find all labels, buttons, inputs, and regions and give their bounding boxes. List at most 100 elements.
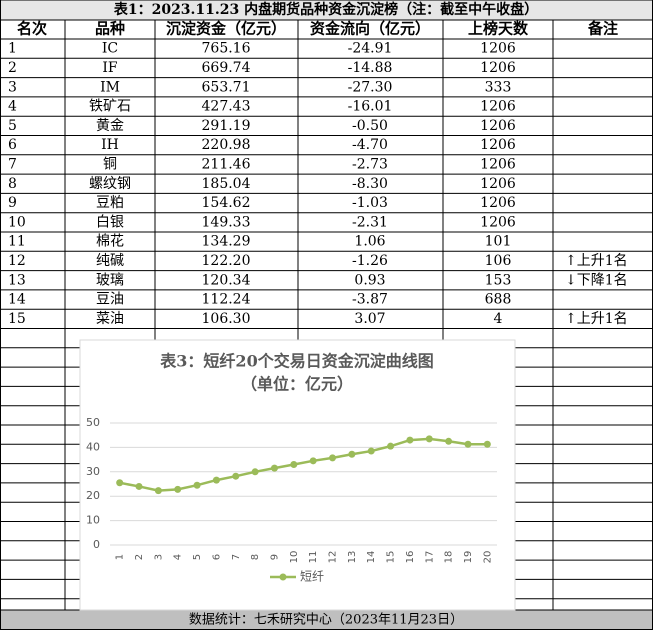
table-cell: 棉花 [96, 233, 124, 250]
y-tick-label: 10 [86, 514, 100, 527]
x-tick-label: 7 [231, 554, 242, 560]
table-cell: 15 [8, 311, 26, 327]
y-tick-label: 30 [86, 465, 100, 478]
table-cell: 铜 [103, 156, 117, 172]
table-cell: IH [101, 137, 119, 153]
y-tick-label: 0 [93, 538, 100, 551]
table-cell: 427.43 [202, 99, 251, 115]
table-cell: 120.34 [202, 272, 251, 288]
table-cell: 765.16 [202, 41, 251, 57]
legend-marker [279, 573, 287, 581]
table-cell: 3 [8, 79, 17, 95]
title-bg [0, 0, 653, 20]
x-tick-label: 11 [308, 551, 319, 564]
point [174, 485, 182, 493]
point [483, 440, 491, 448]
table-cell: 白银 [96, 214, 124, 230]
point [425, 435, 433, 443]
x-tick-label: 20 [482, 551, 493, 564]
table-cell: IM [100, 79, 120, 95]
x-tick-label: 17 [424, 551, 435, 564]
table-cell: 688 [485, 292, 512, 308]
column-header: 资金流向（亿元） [310, 20, 430, 38]
footer: 数据统计：七禾研究中心（2023年11月23日） [189, 613, 463, 628]
table-cell: 1206 [480, 60, 516, 76]
table-cell: 106 [485, 253, 512, 269]
chart-title: 表3：短纤20个交易日资金沉淀曲线图 [159, 352, 433, 371]
table-cell: IF [102, 60, 118, 76]
point [348, 450, 356, 458]
chart-subtitle: （单位：亿元） [241, 375, 353, 394]
table-cell: 154.62 [202, 195, 251, 211]
x-tick-label: 8 [250, 554, 261, 560]
footer-bg [0, 610, 653, 630]
point [329, 454, 337, 462]
x-tick-label: 16 [405, 551, 416, 564]
table-cell: 106.30 [202, 311, 251, 327]
x-tick-label: 2 [134, 554, 145, 560]
column-header: 名次 [17, 20, 47, 38]
table-cell: 5 [8, 118, 17, 134]
column-header: 备注 [587, 20, 618, 38]
x-tick-label: 6 [211, 554, 222, 560]
table-cell: 101 [485, 234, 512, 250]
x-tick-label: 5 [192, 554, 203, 560]
table-cell: 3.07 [354, 311, 385, 327]
table-cell: 4 [8, 99, 17, 115]
table-cell: -4.70 [352, 137, 388, 153]
point [445, 437, 453, 445]
x-tick-label: 14 [366, 551, 377, 564]
table-cell: -14.88 [348, 60, 393, 76]
point [464, 440, 472, 448]
table-cell: -27.30 [348, 79, 393, 95]
point [367, 447, 375, 455]
table-cell: 149.33 [202, 214, 251, 230]
point [193, 481, 201, 489]
column-header: 沉淀资金（亿元） [166, 20, 286, 38]
table-cell: 185.04 [202, 176, 251, 192]
table-cell: 134.29 [202, 234, 251, 250]
table-cell: 653.71 [202, 79, 251, 95]
table-cell: 112.24 [202, 292, 251, 308]
x-tick-label: 19 [463, 551, 474, 564]
point [154, 487, 162, 495]
table-cell: 1206 [480, 137, 516, 153]
y-tick-label: 40 [86, 440, 100, 453]
point [212, 476, 220, 484]
table-cell: 玻璃 [96, 271, 124, 288]
table-cell: 2 [8, 60, 17, 76]
table-cell: -2.31 [352, 214, 388, 230]
table-cell: IC [102, 41, 118, 57]
x-tick-label: 18 [444, 551, 455, 564]
table-cell: 1206 [480, 176, 516, 192]
table-cell: 220.98 [202, 137, 251, 153]
table-cell: 333 [485, 79, 512, 95]
table-cell: 1206 [480, 195, 516, 211]
table-cell: 纯碱 [96, 253, 124, 269]
table-cell: 1206 [480, 41, 516, 57]
point [232, 472, 240, 480]
table-cell: 1206 [480, 118, 516, 134]
note-cell: ↓下降1名 [565, 272, 628, 288]
table-cells: 名次 品种 沉淀资金（亿元） 资金流向（亿元） 上榜天数 备注 1 IC 765.16 -24.9… [8, 20, 628, 327]
table-cell: 12 [8, 253, 26, 269]
point [290, 460, 298, 468]
note-cell: ↑上升1名 [565, 311, 628, 327]
table-cell: 螺纹钢 [89, 176, 131, 192]
table-cell: -0.50 [352, 118, 388, 134]
point [406, 436, 414, 444]
table-cell: 14 [8, 292, 26, 308]
table-cell: 153 [485, 272, 512, 288]
table-cell: 铁矿石 [89, 99, 131, 115]
y-tick-label: 50 [86, 416, 100, 429]
x-tick-label: 3 [153, 554, 164, 560]
table-cell: 1206 [480, 99, 516, 115]
table-cell: 122.20 [202, 253, 251, 269]
table-cell: 211.46 [202, 156, 251, 172]
table-cell: -16.01 [348, 99, 393, 115]
table-cell: 1 [8, 41, 17, 57]
table-cell: -2.73 [352, 156, 388, 172]
x-tick-label: 15 [386, 551, 397, 564]
x-tick-label: 12 [328, 551, 339, 564]
